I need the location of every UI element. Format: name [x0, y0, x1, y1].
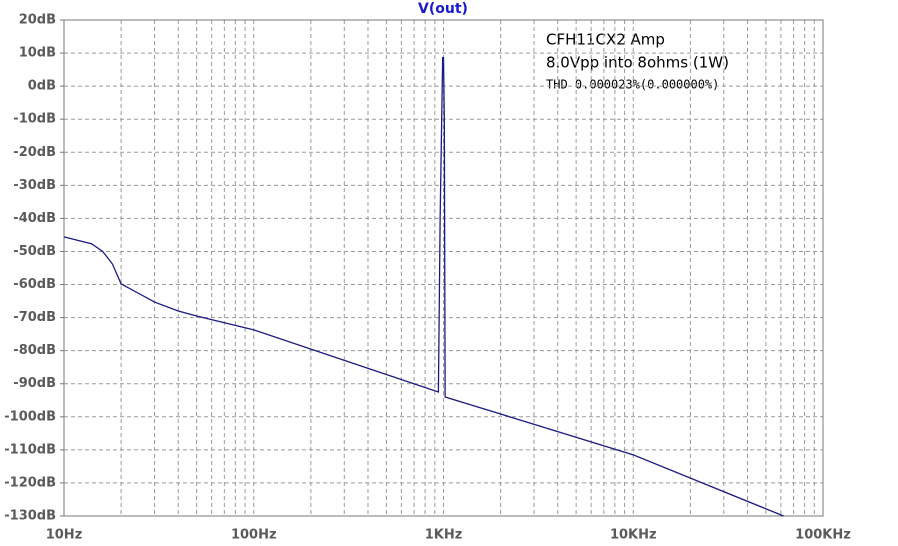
y-tick-label: -90dB [13, 376, 56, 391]
y-tick-label: 0dB [28, 79, 56, 94]
y-tick-label: -120dB [4, 475, 56, 490]
y-tick-label: -100dB [4, 409, 56, 424]
y-tick-label: -80dB [13, 343, 56, 358]
y-tick-label: -110dB [4, 442, 56, 457]
y-tick-label: -130dB [4, 509, 56, 524]
y-tick-label: -20dB [13, 145, 56, 160]
y-tick-label: -60dB [13, 277, 56, 292]
annotation: 8.0Vpp into 8ohms (1W) [546, 54, 729, 72]
y-tick-label: -40dB [13, 211, 56, 226]
x-tick-label: 100Hz [231, 528, 277, 543]
y-tick-label: -10dB [13, 112, 56, 127]
annotation: CFH11CX2 Amp [546, 31, 665, 49]
y-tick-label: 10dB [19, 46, 56, 61]
y-tick-label: 20dB [19, 13, 56, 28]
y-tick-label: -70dB [13, 310, 56, 325]
annotation: THD 0.000023%(0.000000%) [546, 78, 719, 92]
chart-title: V(out) [418, 1, 468, 17]
x-tick-label: 10KHz [610, 528, 657, 543]
x-tick-label: 1KHz [425, 528, 463, 543]
y-tick-label: -50dB [13, 244, 56, 259]
data-line [63, 57, 784, 517]
x-tick-label: 100KHz [795, 528, 851, 543]
x-tick-label: 10Hz [46, 528, 83, 543]
plot-frame [63, 19, 824, 517]
y-tick-label: -30dB [13, 178, 56, 193]
